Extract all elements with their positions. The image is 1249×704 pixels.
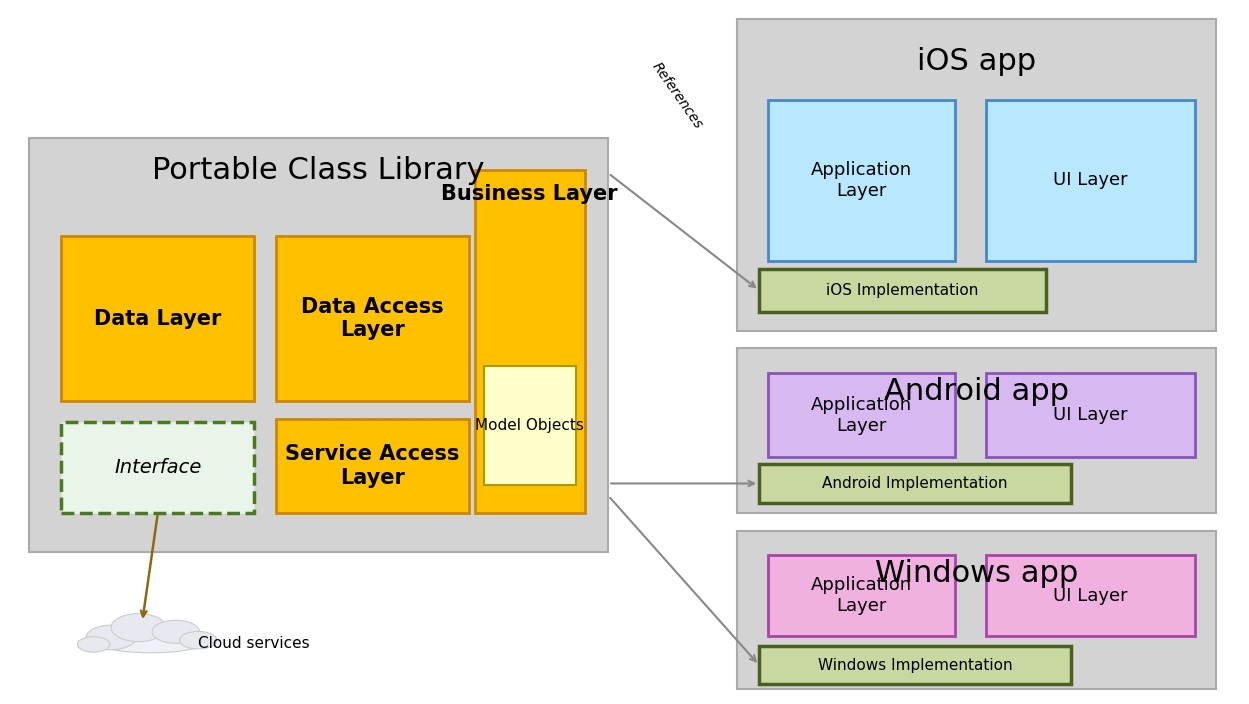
Text: Cloud services: Cloud services — [199, 636, 310, 650]
FancyBboxPatch shape — [768, 555, 954, 636]
Ellipse shape — [180, 631, 217, 649]
FancyBboxPatch shape — [768, 99, 954, 261]
Text: Service Access
Layer: Service Access Layer — [285, 444, 460, 488]
Text: Application
Layer: Application Layer — [811, 396, 912, 434]
Ellipse shape — [77, 636, 110, 652]
Text: Windows Implementation: Windows Implementation — [818, 658, 1012, 672]
Text: Android app: Android app — [884, 377, 1069, 406]
FancyBboxPatch shape — [737, 19, 1217, 331]
Ellipse shape — [91, 626, 210, 653]
Text: Application
Layer: Application Layer — [811, 577, 912, 615]
Text: UI Layer: UI Layer — [1053, 586, 1128, 605]
Ellipse shape — [152, 620, 200, 643]
Text: Windows app: Windows app — [876, 559, 1078, 588]
FancyBboxPatch shape — [985, 555, 1195, 636]
FancyBboxPatch shape — [737, 531, 1217, 689]
FancyBboxPatch shape — [276, 237, 468, 401]
FancyBboxPatch shape — [985, 373, 1195, 457]
Text: Application
Layer: Application Layer — [811, 161, 912, 200]
FancyBboxPatch shape — [29, 138, 608, 552]
FancyBboxPatch shape — [759, 464, 1070, 503]
Text: Interface: Interface — [114, 458, 201, 477]
Text: iOS app: iOS app — [917, 47, 1037, 76]
Text: iOS Implementation: iOS Implementation — [827, 283, 979, 298]
Text: UI Layer: UI Layer — [1053, 171, 1128, 189]
Text: Business Layer: Business Layer — [441, 184, 618, 203]
FancyBboxPatch shape — [768, 373, 954, 457]
Text: Data Access
Layer: Data Access Layer — [301, 297, 443, 340]
Text: References: References — [648, 59, 704, 131]
FancyBboxPatch shape — [759, 268, 1045, 312]
Text: Android Implementation: Android Implementation — [822, 476, 1008, 491]
FancyBboxPatch shape — [483, 366, 576, 485]
FancyBboxPatch shape — [61, 422, 255, 513]
Text: Model Objects: Model Objects — [476, 418, 585, 433]
FancyBboxPatch shape — [276, 419, 468, 513]
FancyBboxPatch shape — [759, 646, 1070, 684]
FancyBboxPatch shape — [61, 237, 255, 401]
FancyBboxPatch shape — [985, 99, 1195, 261]
FancyBboxPatch shape — [475, 170, 585, 513]
Ellipse shape — [111, 614, 166, 641]
Text: UI Layer: UI Layer — [1053, 406, 1128, 424]
FancyBboxPatch shape — [737, 348, 1217, 513]
Text: Data Layer: Data Layer — [94, 308, 221, 329]
Ellipse shape — [86, 625, 136, 650]
Text: Portable Class Library: Portable Class Library — [152, 156, 485, 184]
